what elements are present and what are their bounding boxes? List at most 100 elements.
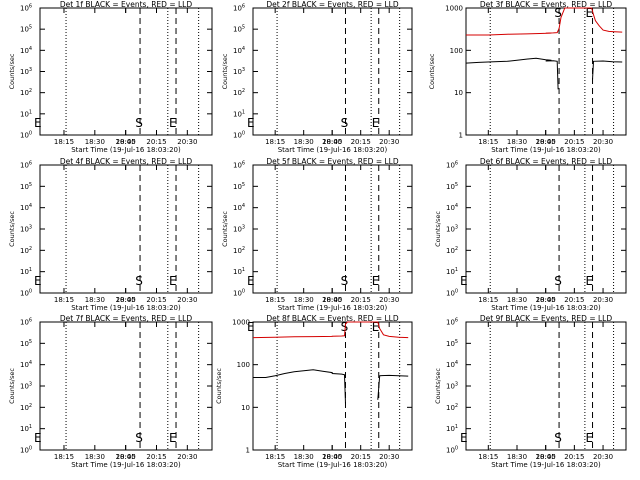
x-tick-label: 18:30	[294, 138, 314, 146]
end-marker-label: E	[460, 431, 468, 445]
end-marker-label: E	[247, 274, 255, 288]
x-tick-label: 18:15	[478, 296, 498, 304]
y-tick-label: 103	[446, 225, 458, 234]
y-tick-label: 102	[446, 403, 458, 412]
start-marker-label: S	[341, 274, 349, 288]
x-tick-label: 20:00	[536, 296, 556, 304]
y-tick-label: 100	[233, 289, 245, 298]
start-marker-label: S	[554, 6, 562, 20]
y-tick-label: 101	[446, 267, 458, 276]
y-tick-label: 102	[20, 403, 32, 412]
y-tick-label: 101	[446, 424, 458, 433]
y-tick-label: 101	[20, 267, 32, 276]
y-tick-label: 103	[446, 382, 458, 391]
start-marker-label: S	[341, 116, 349, 130]
x-tick-label: 18:15	[265, 453, 285, 461]
x-tick-label: 18:45	[322, 138, 342, 146]
x-tick-label: 20:15	[351, 296, 371, 304]
y-tick-label: 103	[20, 225, 32, 234]
y-tick-label: 102	[20, 88, 32, 97]
y-axis-label: Counts/sec	[428, 53, 436, 89]
x-tick-label: 18:30	[507, 138, 527, 146]
x-axis-label: Start Time (19-Jul-16 18:03:20)	[71, 146, 181, 154]
x-axis-label: Start Time (19-Jul-16 18:03:20)	[491, 304, 601, 312]
panel-title: Det 5f BLACK = Events, RED = LLD	[266, 157, 399, 166]
x-tick-label: 18:45	[116, 453, 136, 461]
panel-title: Det 3f BLACK = Events, RED = LLD	[480, 0, 613, 9]
y-tick-label: 100	[237, 361, 250, 369]
x-tick-label: 20:00	[322, 296, 342, 304]
end-marker-label: E	[34, 431, 42, 445]
y-tick-label: 105	[233, 25, 245, 34]
y-tick-label: 103	[233, 67, 245, 76]
x-tick-label: 18:15	[54, 296, 74, 304]
lld-series-line	[466, 7, 623, 36]
detector-panel-8: Det 8f BLACK = Events, RED = LLD 1 10 100 10…	[215, 314, 413, 469]
x-tick-label: 20:30	[593, 453, 613, 461]
x-tick-label: 18:45	[536, 453, 556, 461]
y-tick-label: 1000	[445, 5, 463, 13]
y-axis-label: Counts/sec	[434, 368, 442, 404]
y-tick-label: 104	[20, 360, 32, 369]
y-tick-label: 104	[233, 203, 245, 212]
y-axis-label: Counts/sec	[8, 368, 16, 404]
x-tick-label: 20:00	[116, 296, 136, 304]
y-tick-label: 1000	[232, 319, 250, 327]
events-series-line	[465, 57, 623, 90]
y-tick-label: 105	[20, 339, 32, 348]
x-tick-label: 18:30	[85, 138, 105, 146]
x-tick-label: 20:00	[116, 453, 136, 461]
y-tick-label: 101	[20, 424, 32, 433]
x-tick-label: 20:00	[536, 138, 556, 146]
start-marker-label: S	[135, 431, 143, 445]
x-tick-label: 18:15	[54, 138, 74, 146]
panel-title: Det 1f BLACK = Events, RED = LLD	[60, 0, 193, 9]
y-tick-label: 105	[446, 339, 458, 348]
x-tick-label: 18:15	[478, 138, 498, 146]
y-tick-label: 104	[446, 360, 458, 369]
y-tick-label: 10	[454, 89, 463, 97]
x-tick-label: 20:15	[146, 138, 166, 146]
x-tick-label: 20:15	[564, 138, 584, 146]
x-tick-label: 20:30	[593, 296, 613, 304]
x-tick-label: 20:30	[177, 138, 197, 146]
y-tick-label: 106	[446, 318, 458, 327]
panel-title: Det 8f BLACK = Events, RED = LLD	[266, 314, 399, 323]
end-marker-label: E	[372, 274, 380, 288]
end-marker-label: E	[247, 320, 255, 334]
x-tick-label: 20:30	[177, 453, 197, 461]
y-tick-label: 105	[20, 25, 32, 34]
x-tick-label: 20:00	[116, 138, 136, 146]
events-series-line	[253, 369, 409, 405]
lld-series-line	[252, 321, 409, 339]
detector-panel-9: Det 9f BLACK = Events, RED = LLD 100 101 10…	[434, 314, 627, 469]
x-tick-label: 18:45	[536, 296, 556, 304]
y-tick-label: 100	[450, 47, 463, 55]
x-axis-label: Start Time (19-Jul-16 18:03:20)	[491, 146, 601, 154]
x-tick-label: 20:30	[379, 296, 399, 304]
x-tick-label: 18:15	[54, 453, 74, 461]
x-tick-label: 20:15	[146, 453, 166, 461]
x-tick-label: 18:45	[116, 296, 136, 304]
y-axis-label: Counts/sec	[8, 53, 16, 89]
detector-panel-5: Det 5f BLACK = Events, RED = LLD 100 101 10…	[221, 157, 413, 312]
y-tick-label: 103	[20, 382, 32, 391]
y-tick-label: 101	[233, 267, 245, 276]
x-tick-label: 18:30	[507, 453, 527, 461]
x-axis-label: Start Time (19-Jul-16 18:03:20)	[71, 461, 181, 469]
x-axis-label: Start Time (19-Jul-16 18:03:20)	[278, 304, 388, 312]
y-tick-label: 103	[233, 225, 245, 234]
start-marker-label: S	[554, 431, 562, 445]
x-tick-label: 20:00	[322, 453, 342, 461]
y-tick-label: 102	[446, 246, 458, 255]
start-marker-label: S	[554, 274, 562, 288]
x-tick-label: 18:30	[294, 296, 314, 304]
x-tick-label: 20:30	[177, 296, 197, 304]
y-tick-label: 100	[20, 289, 32, 298]
y-axis-label: Counts/sec	[221, 53, 229, 89]
y-tick-label: 103	[20, 67, 32, 76]
x-axis-label: Start Time (19-Jul-16 18:03:20)	[491, 461, 601, 469]
end-marker-label: E	[34, 116, 42, 130]
start-marker-label: S	[341, 320, 349, 334]
y-tick-label: 102	[20, 246, 32, 255]
